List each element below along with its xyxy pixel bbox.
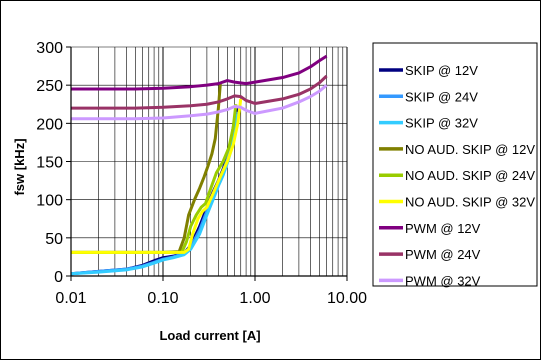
series-line <box>71 74 328 110</box>
x-tick-label: 0.01 <box>55 290 86 307</box>
axis-layer: 0 50 100 150 200 250 300 0.01 0.10 1.00 10.00 <box>36 40 367 307</box>
legend-label: SKIP @ 32V <box>405 116 478 131</box>
series-line <box>71 84 328 121</box>
legend-label: NO AUD. SKIP @ 24V <box>405 168 535 183</box>
legend-label: NO AUD. SKIP @ 12V <box>405 142 535 157</box>
series-layer <box>70 54 328 276</box>
x-tick-label: 1.00 <box>239 290 270 307</box>
y-tick-label: 250 <box>36 78 63 95</box>
y-tick-label: 300 <box>36 40 63 57</box>
x-axis-title: Load current [A] <box>159 328 260 343</box>
y-tick-label: 100 <box>36 193 63 210</box>
legend <box>372 42 538 287</box>
y-axis-title: fsw [kHz] <box>12 138 27 195</box>
x-tick-label: 0.10 <box>147 290 178 307</box>
y-tick-label: 200 <box>36 116 63 133</box>
x-tick-label: 10.00 <box>327 290 367 307</box>
series-line <box>71 104 238 254</box>
y-tick-label: 150 <box>36 155 63 172</box>
series-line <box>71 54 328 91</box>
y-tick-label: 50 <box>45 231 63 248</box>
series-line <box>71 98 243 254</box>
legend-label: NO AUD. SKIP @ 32V <box>405 195 535 210</box>
y-tick-label: 0 <box>54 269 63 286</box>
legend-label: PWM @ 24V <box>405 247 481 262</box>
legend-label: SKIP @ 24V <box>405 89 478 104</box>
legend-label: PWM @ 32V <box>405 273 481 288</box>
legend-items: SKIP @ 12V SKIP @ 24V SKIP @ 32V NO AUD. SK… <box>379 63 535 288</box>
legend-label: PWM @ 12V <box>405 221 481 236</box>
legend-label: SKIP @ 12V <box>405 63 478 78</box>
